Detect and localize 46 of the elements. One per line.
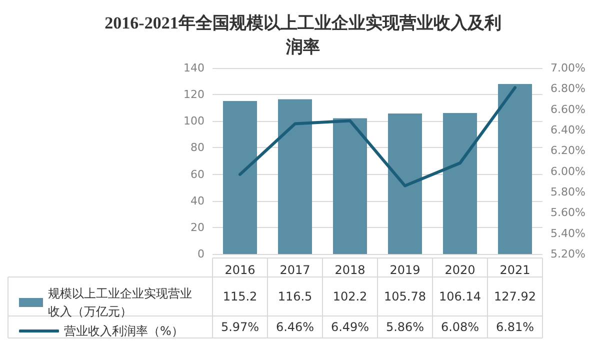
- line-series: [238, 86, 516, 188]
- y2-tick-label: 5.80%: [550, 186, 586, 198]
- x-tick-label: 2018: [334, 263, 366, 277]
- bar: [333, 118, 367, 254]
- data-label: 5.86%: [386, 320, 424, 334]
- data-label: 6.81%: [496, 320, 534, 334]
- x-tick-label: 2021: [500, 263, 530, 277]
- data-label: 6.08%: [440, 320, 480, 334]
- y-tick-label: 0: [198, 248, 204, 260]
- x-tick-label: 2019: [390, 263, 420, 277]
- data-label: 5.97%: [220, 320, 260, 334]
- y2-tick-label: 6.60%: [550, 102, 586, 116]
- y2-tick-label: 6.20%: [550, 144, 586, 158]
- y2-tick-label: 5.40%: [550, 226, 586, 240]
- legend-label: 营业收入利润率（%）: [64, 324, 184, 338]
- y-tick-label: 140: [184, 62, 204, 74]
- bar: [223, 100, 257, 254]
- data-label: 105.78: [384, 290, 426, 304]
- data-label: 6.49%: [330, 320, 370, 334]
- y2-tick-label: 6.40%: [550, 124, 586, 136]
- y2-tick-label: 6.00%: [550, 164, 586, 178]
- y-tick-label: 100: [184, 114, 204, 128]
- y2-tick-label: 7.00%: [550, 62, 586, 74]
- x-tick-label: 2017: [280, 263, 310, 277]
- x-tick-label: 2020: [444, 263, 476, 277]
- y-tick-label: 120: [184, 88, 204, 102]
- bar: [498, 84, 532, 254]
- bar: [278, 99, 312, 254]
- x-tick-label: 2016: [224, 263, 256, 277]
- data-label: 127.92: [494, 290, 536, 304]
- bar: [388, 113, 422, 254]
- y2-tick-label: 6.80%: [550, 82, 586, 96]
- legend-label: 规模以上工业企业实现营业收入（万亿元）: [48, 286, 192, 318]
- y-tick-label: 40: [190, 194, 204, 208]
- data-label: 106.14: [439, 290, 481, 304]
- y-tick-label: 80: [190, 141, 204, 154]
- y-tick-label: 60: [190, 168, 204, 181]
- data-label: 6.46%: [276, 320, 314, 334]
- y-tick-label: 20: [190, 220, 204, 234]
- bar: [443, 112, 477, 254]
- y2-tick-label: 5.60%: [550, 206, 586, 220]
- data-label: 115.2: [222, 290, 258, 304]
- data-label: 102.2: [332, 290, 368, 304]
- data-label: 116.5: [278, 290, 312, 304]
- y2-tick-label: 5.20%: [550, 248, 586, 260]
- chart-title: 2016-2021年全国规模以上工业企业实现营业收入及利润率: [104, 14, 502, 56]
